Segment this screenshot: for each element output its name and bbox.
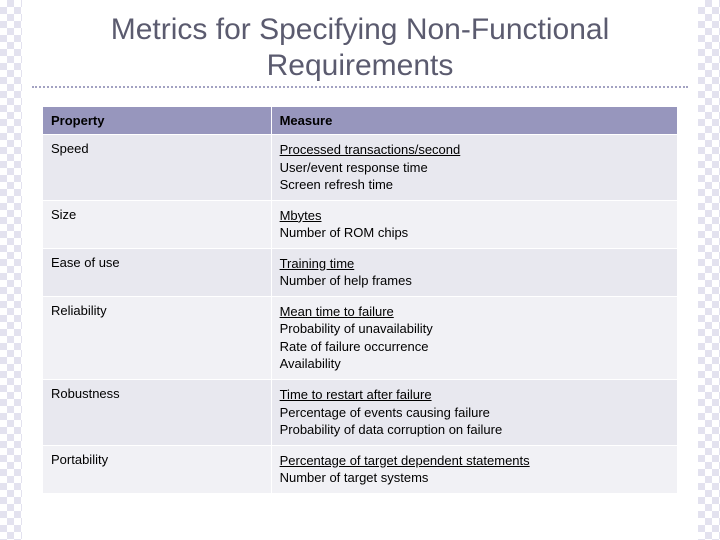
cell-property: Size bbox=[43, 200, 272, 248]
cell-property: Speed bbox=[43, 135, 272, 201]
metrics-table-wrap: Property Measure SpeedProcessed transact… bbox=[42, 106, 678, 494]
measure-line: Screen refresh time bbox=[280, 176, 669, 194]
cell-property: Portability bbox=[43, 445, 272, 493]
table-row: Portability Percentage of target dependen… bbox=[43, 445, 678, 493]
title-underline bbox=[32, 86, 688, 88]
measure-line: Availability bbox=[280, 355, 669, 373]
measure-line: Processed transactions/second bbox=[280, 141, 669, 159]
measure-line: Probability of data corruption on failur… bbox=[280, 421, 669, 439]
col-property: Property bbox=[43, 107, 272, 135]
table-row: ReliabilityMean time to failureProbabili… bbox=[43, 296, 678, 379]
table-row: SpeedProcessed transactions/secondUser/e… bbox=[43, 135, 678, 201]
measure-line: Mean time to failure bbox=[280, 303, 669, 321]
measure-line: Percentage of target dependent statement… bbox=[280, 452, 669, 470]
cell-property: Reliability bbox=[43, 296, 272, 379]
measure-line: User/event response time bbox=[280, 159, 669, 177]
measure-line: Probability of unavailability bbox=[280, 320, 669, 338]
table-row: SizeMbytesNumber of ROM chips bbox=[43, 200, 678, 248]
cell-measure: Percentage of target dependent statement… bbox=[271, 445, 677, 493]
cell-measure: Processed transactions/secondUser/event … bbox=[271, 135, 677, 201]
measure-line: Number of ROM chips bbox=[280, 224, 669, 242]
slide: Metrics for Specifying Non-Functional Re… bbox=[0, 0, 720, 540]
metrics-table: Property Measure SpeedProcessed transact… bbox=[42, 106, 678, 494]
cell-measure: MbytesNumber of ROM chips bbox=[271, 200, 677, 248]
measure-line: Number of help frames bbox=[280, 272, 669, 290]
table-row: RobustnessTime to restart after failureP… bbox=[43, 380, 678, 446]
table-row: Ease of useTraining timeNumber of help f… bbox=[43, 248, 678, 296]
cell-measure: Training timeNumber of help frames bbox=[271, 248, 677, 296]
measure-line: Mbytes bbox=[280, 207, 669, 225]
decor-checker-left bbox=[0, 0, 22, 540]
measure-line: Time to restart after failure bbox=[280, 386, 669, 404]
measure-line: Percentage of events causing failure bbox=[280, 404, 669, 422]
title-wrap: Metrics for Specifying Non-Functional Re… bbox=[30, 12, 690, 88]
measure-line: Training time bbox=[280, 255, 669, 273]
measure-line: Rate of failure occurrence bbox=[280, 338, 669, 356]
col-measure: Measure bbox=[271, 107, 677, 135]
measure-line: Number of target systems bbox=[280, 469, 669, 487]
cell-property: Ease of use bbox=[43, 248, 272, 296]
cell-property: Robustness bbox=[43, 380, 272, 446]
table-header-row: Property Measure bbox=[43, 107, 678, 135]
slide-title: Metrics for Specifying Non-Functional Re… bbox=[30, 12, 690, 84]
decor-checker-right bbox=[698, 0, 720, 540]
cell-measure: Mean time to failureProbability of unava… bbox=[271, 296, 677, 379]
cell-measure: Time to restart after failurePercentage … bbox=[271, 380, 677, 446]
